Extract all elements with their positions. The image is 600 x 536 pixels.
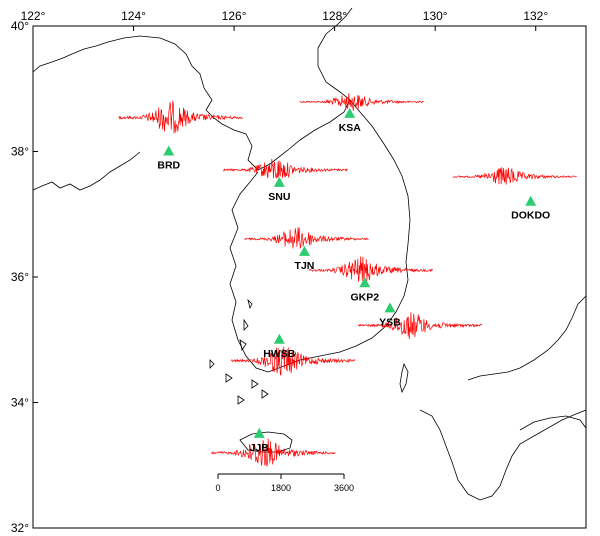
- coastline-tsushima: [399, 362, 409, 394]
- station-label-ksa: KSA: [339, 122, 362, 134]
- station-label-dokdo: DOKDO: [511, 210, 550, 222]
- time-scale-bar: 0 1800 3600: [215, 473, 354, 493]
- axis-ticks: 122° 124° 126° 128° 130° 132° 40° 38° 36° 34° 32°: [11, 9, 548, 535]
- station-marker-dokdo: [525, 195, 537, 206]
- station-marker-snu: [273, 176, 285, 187]
- waveform-snu: [223, 158, 348, 179]
- station-label-hwsb: HWSB: [263, 348, 295, 360]
- waveform-tjn: [244, 227, 369, 249]
- station-marker-tjn: [298, 245, 310, 256]
- waveform-ysb: [357, 312, 483, 340]
- coastline-south-korea: [229, 99, 411, 373]
- coastline-liaodong: [32, 151, 141, 191]
- waveform-dokdo: [452, 167, 577, 185]
- lon-tick-label-0: 122°: [21, 9, 46, 23]
- waveform-hwsb: [230, 346, 356, 376]
- station-marker-gkp2: [359, 277, 371, 288]
- lat-tick-label-4: 32°: [11, 521, 29, 535]
- lon-tick-label-1: 124°: [121, 9, 146, 23]
- waveform-ksa: [299, 93, 424, 111]
- scale-label-2: 3600: [334, 483, 354, 493]
- coastline-small-islands: [209, 298, 269, 405]
- station-marker-ksa: [344, 107, 356, 118]
- station-label-tjn: TJN: [295, 260, 315, 272]
- lon-tick-label-3: 128°: [322, 9, 347, 23]
- station-layer: KSA BRD SNU DOKDO TJN GKP2 YSB HWSB JJB: [157, 107, 550, 454]
- coastline-north: [32, 7, 353, 171]
- station-marker-brd: [163, 145, 175, 156]
- waveform-jjb: [211, 438, 336, 468]
- coastline-layer: [32, 7, 587, 501]
- station-label-gkp2: GKP2: [351, 291, 380, 303]
- waveform-layer: [118, 93, 577, 468]
- station-marker-jjb: [253, 427, 265, 438]
- lat-tick-label-1: 38°: [11, 145, 29, 159]
- lon-tick-label-2: 126°: [222, 9, 247, 23]
- coastline-shikoku: [519, 415, 587, 431]
- station-marker-hwsb: [273, 333, 285, 344]
- waveform-brd: [118, 100, 243, 134]
- station-label-snu: SNU: [268, 191, 290, 203]
- lat-tick-label-2: 36°: [11, 270, 29, 284]
- scale-label-1: 1800: [271, 483, 291, 493]
- station-label-ysb: YSB: [379, 316, 401, 328]
- waveform-gkp2: [308, 256, 434, 284]
- station-marker-ysb: [384, 302, 396, 313]
- lon-tick-label-5: 132°: [523, 9, 548, 23]
- station-label-jjb: JJB: [250, 442, 270, 454]
- lon-tick-label-4: 130°: [423, 9, 448, 23]
- station-label-brd: BRD: [157, 160, 180, 172]
- scale-label-0: 0: [215, 483, 220, 493]
- coastline-japan-honshu: [467, 295, 587, 381]
- lat-tick-label-3: 34°: [11, 396, 29, 410]
- lat-tick-label-0: 40°: [11, 19, 29, 33]
- coastline-japan-kyushu: [419, 409, 587, 501]
